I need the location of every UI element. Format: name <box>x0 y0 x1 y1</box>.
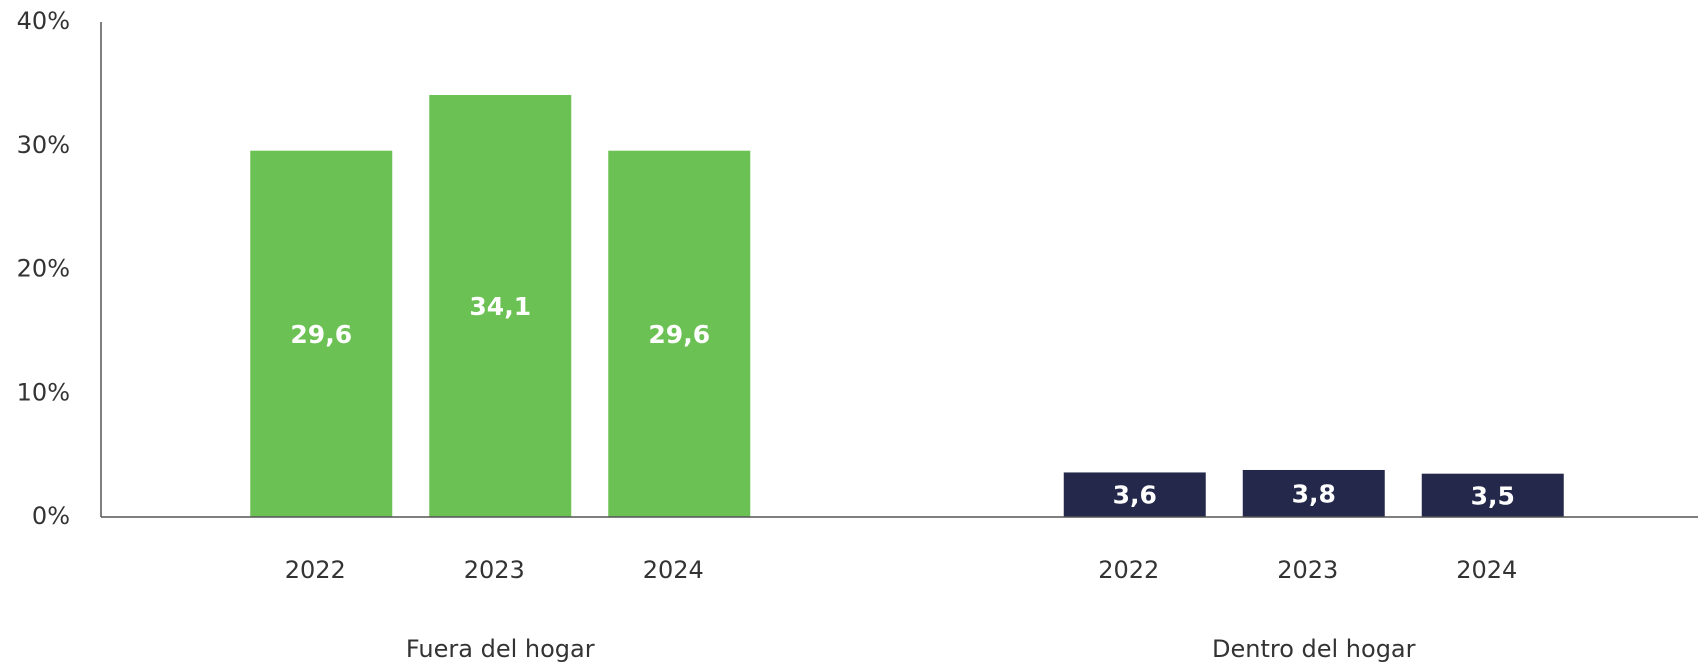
bar <box>250 150 393 517</box>
y-tick-label: 0% <box>32 502 70 530</box>
x-tick-label: 2023 <box>464 556 525 584</box>
y-tick-label: 30% <box>17 131 70 159</box>
y-tick-label: 20% <box>17 255 70 283</box>
bar <box>429 95 572 517</box>
x-tick-label: 2024 <box>1456 556 1517 584</box>
group-label: Dentro del hogar <box>1212 635 1416 663</box>
data-label: 34,1 <box>469 292 531 321</box>
bar <box>1242 469 1385 517</box>
group-label: Fuera del hogar <box>406 635 595 663</box>
y-tick-label: 40% <box>17 7 70 35</box>
data-label: 29,6 <box>648 320 710 349</box>
y-tick-label: 10% <box>17 378 70 406</box>
x-tick-label: 2024 <box>643 556 704 584</box>
data-label: 3,5 <box>1471 481 1515 510</box>
bar <box>608 150 751 517</box>
bar <box>1421 473 1564 517</box>
data-label: 3,8 <box>1292 479 1336 508</box>
data-label: 3,6 <box>1113 481 1157 510</box>
x-tick-label: 2023 <box>1277 556 1338 584</box>
bar <box>1063 472 1206 517</box>
data-label: 29,6 <box>290 320 352 349</box>
x-tick-label: 2022 <box>285 556 346 584</box>
x-tick-label: 2022 <box>1098 556 1159 584</box>
